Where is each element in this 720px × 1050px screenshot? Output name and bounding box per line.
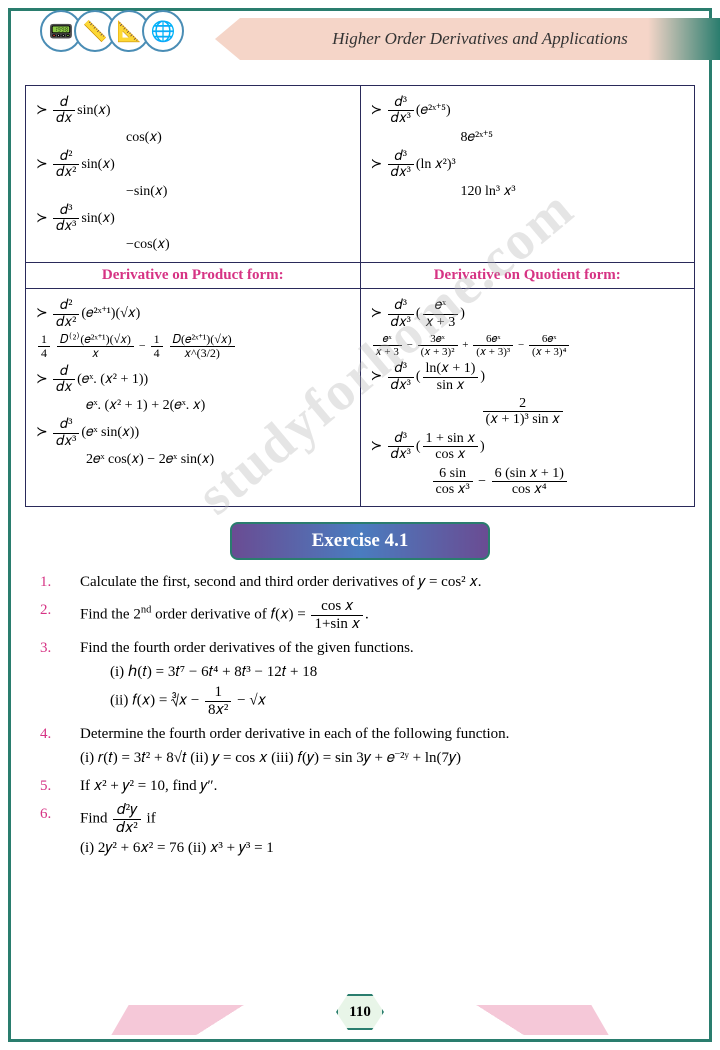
decoration-left <box>111 1005 328 1035</box>
globe-icon: 🌐 <box>142 10 184 52</box>
header: 📟 📏 📐 🌐 Higher Order Derivatives and App… <box>0 0 720 85</box>
chapter-title: Higher Order Derivatives and Application… <box>240 18 720 60</box>
header-icons: 📟 📏 📐 🌐 <box>40 10 184 52</box>
decoration-right <box>391 1005 608 1035</box>
page-border <box>8 8 712 1042</box>
